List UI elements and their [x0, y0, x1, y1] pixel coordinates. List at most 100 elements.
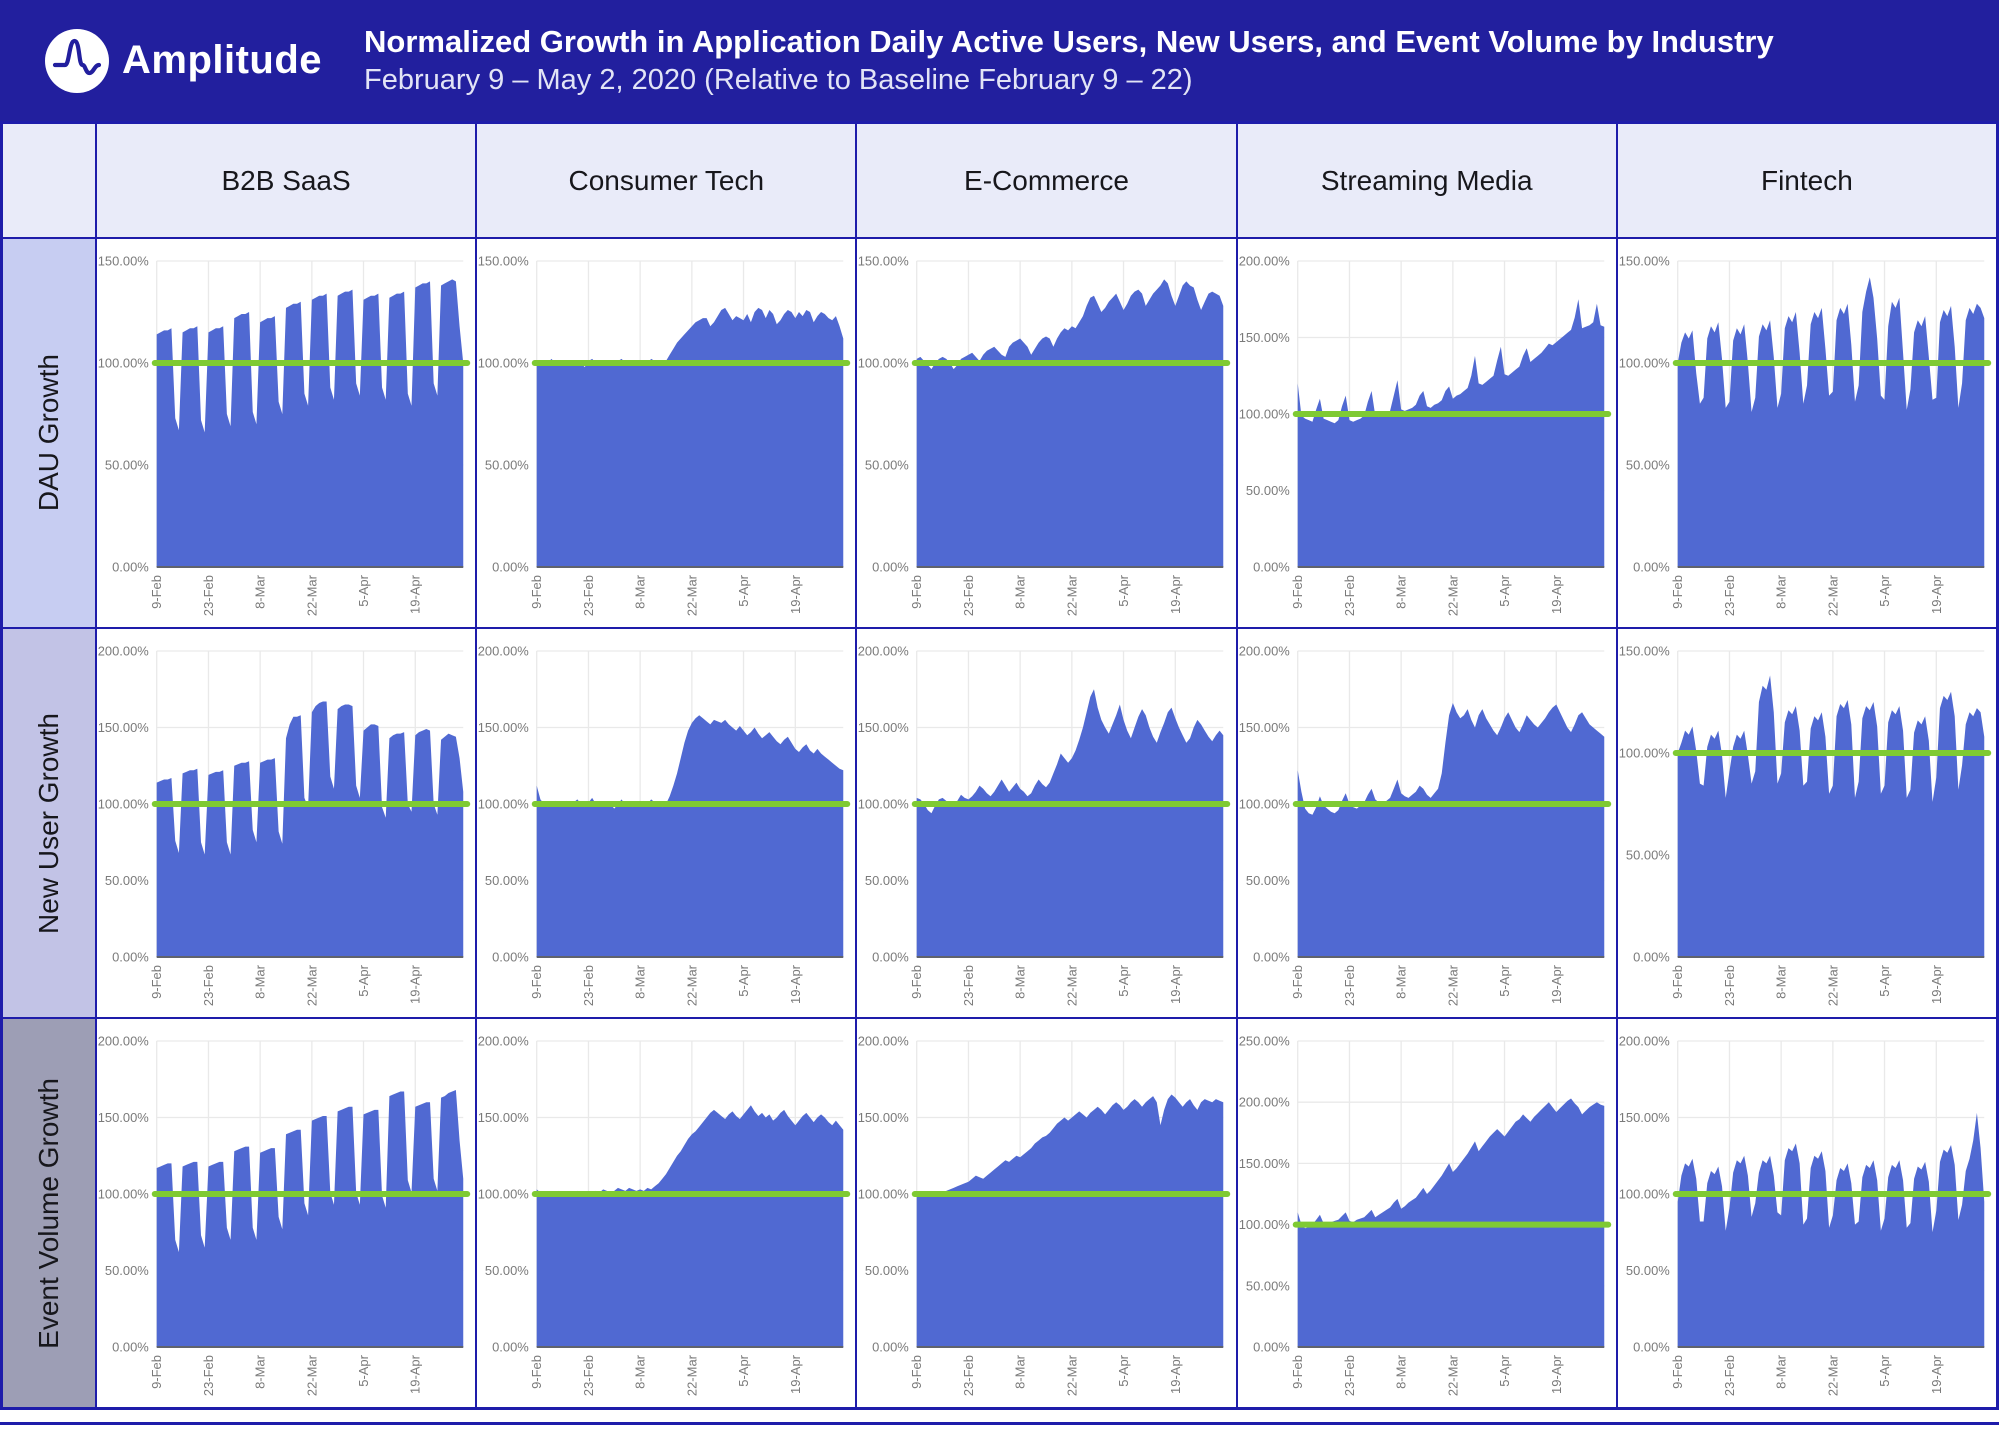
svg-text:50.00%: 50.00%: [105, 1263, 149, 1278]
svg-text:200.00%: 200.00%: [1238, 1095, 1289, 1110]
svg-text:150.00%: 150.00%: [478, 720, 529, 735]
svg-text:8-Mar: 8-Mar: [1773, 574, 1788, 609]
svg-text:5-Apr: 5-Apr: [1497, 574, 1512, 606]
svg-text:50.00%: 50.00%: [1626, 847, 1670, 862]
svg-text:150.00%: 150.00%: [1238, 1156, 1289, 1171]
svg-text:19-Apr: 19-Apr: [1929, 964, 1944, 1004]
svg-text:0.00%: 0.00%: [872, 949, 909, 964]
area-chart-svg: 0.00% 50.00% 100.00% 150.00% 9-Feb 23-Feb 8-Ma…: [1619, 253, 1992, 616]
svg-text:150.00%: 150.00%: [478, 253, 529, 268]
svg-text:150.00%: 150.00%: [1238, 720, 1289, 735]
svg-text:150.00%: 150.00%: [98, 1110, 149, 1125]
svg-text:200.00%: 200.00%: [478, 643, 529, 658]
svg-text:50.00%: 50.00%: [865, 873, 909, 888]
column-header-streaming-media: Streaming Media: [1237, 124, 1616, 237]
svg-text:19-Apr: 19-Apr: [1168, 1354, 1183, 1394]
svg-text:23-Feb: 23-Feb: [961, 575, 976, 616]
svg-text:100.00%: 100.00%: [858, 796, 909, 811]
matrix-corner-cell: [3, 124, 95, 237]
svg-text:19-Apr: 19-Apr: [788, 964, 803, 1004]
svg-text:8-Mar: 8-Mar: [253, 1354, 268, 1389]
svg-text:200.00%: 200.00%: [98, 643, 149, 658]
footer-divider-line: [0, 1422, 1999, 1425]
svg-text:50.00%: 50.00%: [1246, 1278, 1290, 1293]
svg-text:22-Mar: 22-Mar: [304, 1354, 319, 1396]
svg-text:50.00%: 50.00%: [485, 873, 529, 888]
svg-text:150.00%: 150.00%: [1238, 330, 1289, 345]
svg-text:50.00%: 50.00%: [1626, 1263, 1670, 1278]
svg-text:0.00%: 0.00%: [1633, 949, 1670, 964]
svg-text:22-Mar: 22-Mar: [1445, 964, 1460, 1006]
svg-text:23-Feb: 23-Feb: [961, 1355, 976, 1396]
area-chart-svg: 0.00% 50.00% 100.00% 150.00% 9-Feb 23-Feb 8-Ma…: [858, 253, 1231, 616]
svg-text:50.00%: 50.00%: [865, 1263, 909, 1278]
svg-text:22-Mar: 22-Mar: [1445, 1354, 1460, 1396]
header-banner: Amplitude Normalized Growth in Applicati…: [0, 0, 1999, 121]
area-chart-svg: 0.00% 50.00% 100.00% 150.00% 200.00% 9-Feb 23-…: [858, 1033, 1231, 1396]
area-chart-svg: 0.00% 50.00% 100.00% 150.00% 200.00% 9-Feb 23-…: [1619, 1033, 1992, 1396]
svg-text:23-Feb: 23-Feb: [201, 575, 216, 616]
svg-text:19-Apr: 19-Apr: [1168, 574, 1183, 614]
svg-text:23-Feb: 23-Feb: [961, 965, 976, 1006]
svg-text:8-Mar: 8-Mar: [633, 1354, 648, 1389]
svg-text:100.00%: 100.00%: [858, 355, 909, 370]
svg-text:22-Mar: 22-Mar: [1825, 574, 1840, 616]
area-chart-svg: 0.00% 50.00% 100.00% 150.00% 200.00% 9-Feb 23-…: [478, 643, 851, 1006]
svg-text:22-Mar: 22-Mar: [304, 964, 319, 1006]
svg-text:5-Apr: 5-Apr: [1877, 1354, 1892, 1386]
svg-text:5-Apr: 5-Apr: [356, 964, 371, 996]
chart-event-volume-growth-b2b-saas: 0.00% 50.00% 100.00% 150.00% 200.00% 9-Feb 23-…: [97, 1019, 476, 1407]
svg-text:8-Mar: 8-Mar: [1393, 1354, 1408, 1389]
svg-text:23-Feb: 23-Feb: [581, 575, 596, 616]
area-chart-svg: 0.00% 50.00% 100.00% 150.00% 200.00% 9-Feb 23-…: [1238, 253, 1611, 616]
svg-text:50.00%: 50.00%: [1626, 457, 1670, 472]
svg-text:150.00%: 150.00%: [98, 720, 149, 735]
svg-text:100.00%: 100.00%: [478, 1186, 529, 1201]
row-label-dau-growth: DAU Growth: [3, 239, 95, 627]
svg-text:22-Mar: 22-Mar: [685, 1354, 700, 1396]
svg-text:9-Feb: 9-Feb: [1670, 575, 1685, 609]
svg-text:100.00%: 100.00%: [1238, 1217, 1289, 1232]
svg-text:23-Feb: 23-Feb: [1342, 965, 1357, 1006]
area-chart-svg: 0.00% 50.00% 100.00% 150.00% 200.00% 250.00% 9…: [1238, 1033, 1611, 1396]
svg-text:50.00%: 50.00%: [485, 457, 529, 472]
svg-text:23-Feb: 23-Feb: [1722, 965, 1737, 1006]
svg-text:9-Feb: 9-Feb: [1290, 1355, 1305, 1389]
svg-text:100.00%: 100.00%: [1238, 796, 1289, 811]
svg-text:23-Feb: 23-Feb: [201, 965, 216, 1006]
chart-new-user-growth-consumer-tech: 0.00% 50.00% 100.00% 150.00% 200.00% 9-Feb 23-…: [477, 629, 856, 1017]
svg-text:100.00%: 100.00%: [1619, 355, 1670, 370]
svg-text:8-Mar: 8-Mar: [253, 964, 268, 999]
svg-text:200.00%: 200.00%: [858, 1033, 909, 1048]
svg-text:150.00%: 150.00%: [98, 253, 149, 268]
svg-text:22-Mar: 22-Mar: [1445, 574, 1460, 616]
chart-new-user-growth-e-commerce: 0.00% 50.00% 100.00% 150.00% 200.00% 9-Feb 23-…: [857, 629, 1236, 1017]
svg-text:9-Feb: 9-Feb: [149, 575, 164, 609]
svg-text:9-Feb: 9-Feb: [149, 965, 164, 999]
chart-new-user-growth-fintech: 0.00% 50.00% 100.00% 150.00% 9-Feb 23-Feb 8-Ma…: [1617, 629, 1996, 1017]
footer-gap: [0, 1410, 1999, 1422]
svg-text:100.00%: 100.00%: [98, 1186, 149, 1201]
svg-text:23-Feb: 23-Feb: [1342, 1355, 1357, 1396]
column-header-e-commerce: E-Commerce: [857, 124, 1236, 237]
svg-text:0.00%: 0.00%: [112, 1339, 149, 1354]
svg-text:100.00%: 100.00%: [1238, 406, 1289, 421]
svg-text:5-Apr: 5-Apr: [1116, 964, 1131, 996]
svg-text:250.00%: 250.00%: [1238, 1033, 1289, 1048]
svg-text:19-Apr: 19-Apr: [408, 964, 423, 1004]
svg-text:19-Apr: 19-Apr: [1929, 574, 1944, 614]
svg-text:5-Apr: 5-Apr: [1877, 574, 1892, 606]
area-chart-svg: 0.00% 50.00% 100.00% 150.00% 200.00% 9-Feb 23-…: [858, 643, 1231, 1006]
svg-text:9-Feb: 9-Feb: [1670, 965, 1685, 999]
svg-text:100.00%: 100.00%: [98, 355, 149, 370]
column-header-fintech: Fintech: [1617, 124, 1996, 237]
svg-text:22-Mar: 22-Mar: [1825, 1354, 1840, 1396]
svg-text:9-Feb: 9-Feb: [529, 1355, 544, 1389]
svg-text:23-Feb: 23-Feb: [1722, 575, 1737, 616]
svg-text:19-Apr: 19-Apr: [788, 1354, 803, 1394]
svg-text:50.00%: 50.00%: [865, 457, 909, 472]
chart-matrix: B2B SaaS Consumer Tech E-Commerce Stream…: [0, 121, 1999, 1410]
svg-text:9-Feb: 9-Feb: [910, 965, 925, 999]
svg-text:200.00%: 200.00%: [478, 1033, 529, 1048]
svg-text:0.00%: 0.00%: [1633, 559, 1670, 574]
